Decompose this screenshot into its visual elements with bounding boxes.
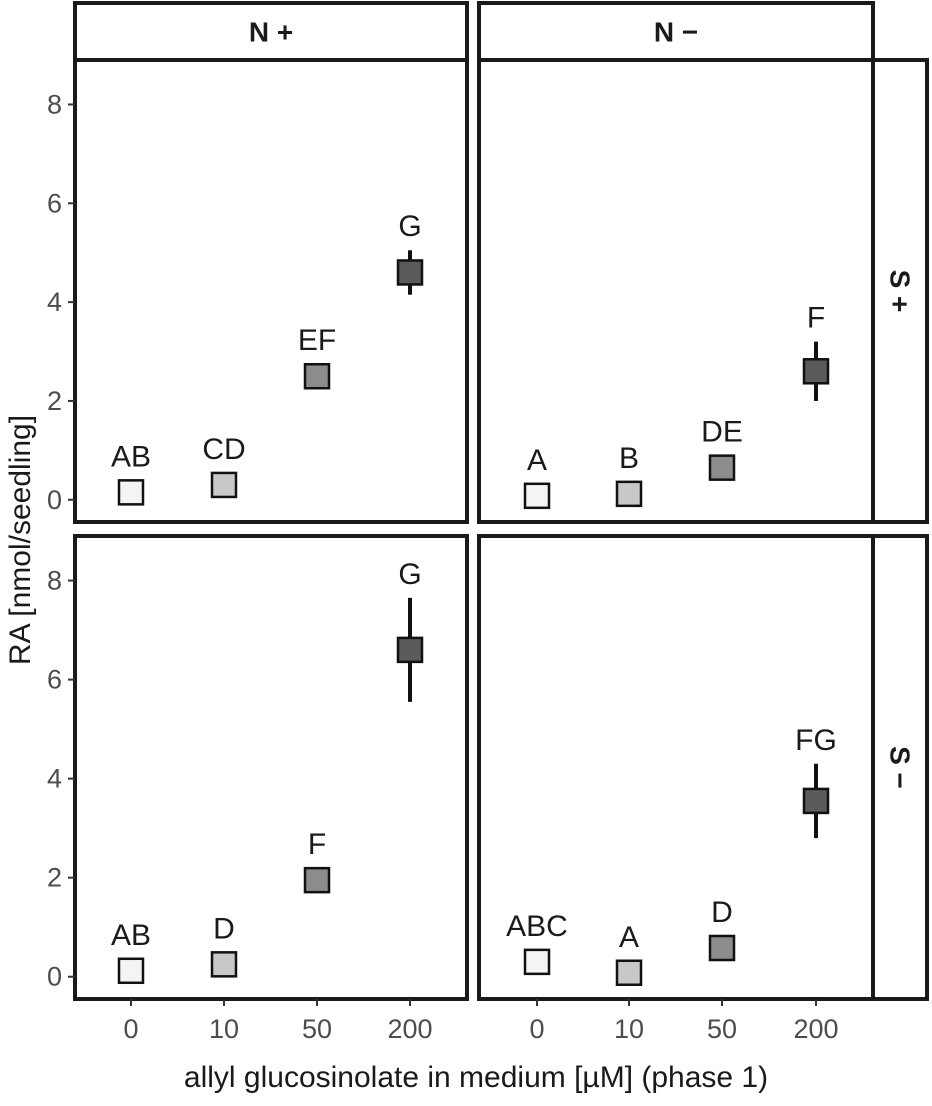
data-point-n-plus-s-plus-10	[210, 471, 238, 499]
data-point-n-minus-s-minus-0	[523, 948, 551, 976]
y-tick-label: 0	[47, 485, 62, 515]
significance-label-n-minus-s-plus-200: F	[807, 302, 825, 335]
significance-label-n-plus-s-minus-0: AB	[111, 919, 151, 952]
significance-label-n-plus-s-plus-50: EF	[298, 324, 336, 357]
significance-label-n-minus-s-minus-50: D	[711, 896, 733, 929]
strip-s-plus	[871, 58, 929, 524]
strip-s-minus	[871, 534, 929, 1001]
panel-border-n-plus-s-plus	[73, 58, 469, 524]
y-tick-label: 8	[47, 89, 62, 119]
significance-label-n-plus-s-minus-200: G	[398, 558, 421, 591]
significance-label-n-plus-s-minus-50: F	[308, 828, 326, 861]
x-tick-label: 50	[707, 1014, 737, 1044]
data-point-n-minus-s-minus-200	[802, 787, 830, 815]
strip-label-s-minus: S −	[885, 746, 916, 789]
panel-border-n-minus-s-plus	[477, 58, 875, 524]
data-point-n-plus-s-minus-200	[396, 636, 424, 664]
data-point-n-plus-s-plus-200	[396, 259, 424, 286]
y-tick-label: 4	[47, 287, 62, 317]
data-point-n-minus-s-plus-200	[802, 358, 830, 385]
data-point-n-minus-s-plus-50	[708, 454, 736, 481]
y-axis-title: RA [nmol/seedling]	[4, 415, 37, 665]
significance-label-n-minus-s-minus-200: FG	[795, 724, 837, 757]
x-tick-label: 0	[529, 1014, 544, 1044]
x-tick-label: 200	[387, 1014, 432, 1044]
x-axis-title: allyl glucosinolate in medium [µM] (phas…	[184, 1061, 768, 1094]
y-tick-label: 2	[47, 386, 62, 416]
data-point-n-minus-s-minus-50	[708, 934, 736, 962]
y-tick-label: 2	[47, 863, 62, 893]
y-tick-label: 6	[47, 188, 62, 218]
y-tick-label: 6	[47, 665, 62, 695]
significance-label-n-plus-s-plus-10: CD	[202, 433, 245, 466]
significance-label-n-minus-s-plus-0: A	[527, 444, 547, 477]
data-point-n-plus-s-minus-50	[303, 866, 331, 894]
data-point-n-minus-s-minus-10	[615, 959, 643, 987]
panel-border-n-minus-s-minus	[477, 534, 875, 1001]
significance-label-n-minus-s-plus-10: B	[619, 442, 639, 475]
significance-label-n-plus-s-minus-10: D	[213, 912, 235, 945]
data-point-n-plus-s-minus-0	[117, 957, 145, 985]
data-point-n-plus-s-plus-50	[303, 362, 331, 390]
strip-label-n-minus: N −	[654, 17, 698, 48]
y-tick-label: 8	[47, 566, 62, 596]
data-point-n-minus-s-plus-0	[523, 482, 551, 510]
significance-label-n-plus-s-plus-200: G	[398, 210, 421, 243]
y-tick-label: 4	[47, 764, 62, 794]
data-point-n-plus-s-minus-10	[210, 951, 238, 978]
data-point-n-plus-s-plus-0	[117, 479, 145, 506]
significance-label-n-plus-s-plus-0: AB	[111, 440, 151, 473]
significance-label-n-minus-s-plus-50: DE	[701, 416, 743, 449]
x-tick-label: 200	[793, 1014, 838, 1044]
panel-border-n-plus-s-minus	[73, 534, 469, 1001]
x-tick-label: 10	[209, 1014, 239, 1044]
strip-label-s-plus: S +	[885, 270, 916, 313]
x-tick-label: 50	[302, 1014, 332, 1044]
strip-label-n-plus: N +	[249, 17, 293, 48]
x-tick-label: 10	[614, 1014, 644, 1044]
significance-label-n-minus-s-minus-10: A	[619, 921, 639, 954]
data-point-n-minus-s-plus-10	[615, 480, 643, 508]
x-tick-label: 0	[123, 1014, 138, 1044]
significance-label-n-minus-s-minus-0: ABC	[506, 910, 568, 943]
y-tick-label: 0	[47, 962, 62, 992]
